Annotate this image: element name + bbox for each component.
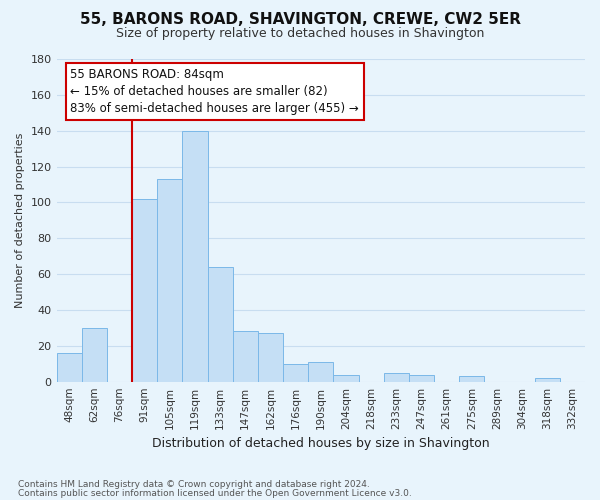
Bar (233, 332, 258, 382)
Bar (535, 378, 560, 382)
Bar (208, 267, 233, 382)
Bar (258, 334, 283, 382)
Bar (283, 364, 308, 382)
Text: Contains HM Land Registry data © Crown copyright and database right 2024.: Contains HM Land Registry data © Crown c… (18, 480, 370, 489)
Bar (56, 353, 82, 382)
Text: Contains public sector information licensed under the Open Government Licence v3: Contains public sector information licen… (18, 488, 412, 498)
Bar (334, 374, 359, 382)
Bar (459, 376, 484, 382)
Y-axis label: Number of detached properties: Number of detached properties (15, 132, 25, 308)
X-axis label: Distribution of detached houses by size in Shavington: Distribution of detached houses by size … (152, 437, 490, 450)
Text: 55, BARONS ROAD, SHAVINGTON, CREWE, CW2 5ER: 55, BARONS ROAD, SHAVINGTON, CREWE, CW2 … (79, 12, 521, 28)
Bar (383, 372, 409, 382)
Bar (157, 179, 182, 382)
Text: 55 BARONS ROAD: 84sqm
← 15% of detached houses are smaller (82)
83% of semi-deta: 55 BARONS ROAD: 84sqm ← 15% of detached … (70, 68, 359, 115)
Bar (182, 130, 208, 382)
Bar (82, 328, 107, 382)
Bar (409, 374, 434, 382)
Bar (132, 199, 157, 382)
Text: Size of property relative to detached houses in Shavington: Size of property relative to detached ho… (116, 28, 484, 40)
Bar (308, 362, 334, 382)
